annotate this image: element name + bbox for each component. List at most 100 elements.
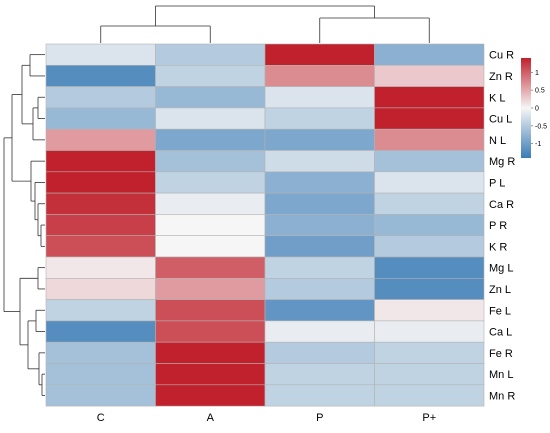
heatmap-cell <box>45 65 156 87</box>
heatmap-cell <box>45 299 156 322</box>
heatmap-cell <box>45 150 156 173</box>
row-label: P L <box>489 177 505 189</box>
heatmap-cell <box>155 86 266 109</box>
heatmap-cell <box>45 171 156 194</box>
heatmap-cell <box>374 171 485 194</box>
heatmap-cell <box>374 107 485 130</box>
row-label: Ca L <box>489 327 512 339</box>
heatmap-cell <box>45 384 156 407</box>
heatmap-cell <box>264 341 375 364</box>
heatmap-cell <box>264 171 375 194</box>
row-label: Fe L <box>489 305 511 317</box>
row-label: Cu L <box>489 114 512 126</box>
heatmap-cell <box>155 192 266 215</box>
row-label: Mn L <box>489 369 513 381</box>
row-dendrogram <box>3 54 45 396</box>
colorbar-tick-label: -1 <box>535 141 541 148</box>
heatmap-cell <box>264 86 375 109</box>
heatmap-cell <box>374 43 485 66</box>
heatmap-cell <box>155 299 266 322</box>
colorbar-tick-label: -0.5 <box>535 123 547 130</box>
colorbar-gradient <box>521 58 531 158</box>
heatmap-cell <box>45 341 156 364</box>
heatmap-cell <box>264 299 375 322</box>
heatmap-cell <box>45 43 156 66</box>
row-label: K L <box>489 92 506 104</box>
row-label: Zn R <box>489 71 513 83</box>
heatmap-cell <box>264 43 375 66</box>
column-label: C <box>97 412 105 424</box>
column-label: A <box>207 412 215 424</box>
row-label: Cu R <box>489 50 514 62</box>
heatmap-cell <box>264 363 375 386</box>
heatmap-cells <box>45 43 485 407</box>
heatmap-cell <box>155 43 266 66</box>
heatmap-cell <box>155 150 266 173</box>
heatmap-cell <box>374 277 485 300</box>
heatmap-cell <box>374 256 485 279</box>
heatmap-cell <box>374 128 485 151</box>
heatmap-cell <box>45 235 156 258</box>
heatmap-cell <box>264 277 375 300</box>
heatmap-cell <box>264 192 375 215</box>
heatmap-cell <box>155 341 266 364</box>
heatmap-cell <box>45 277 156 300</box>
row-label: K R <box>489 241 507 253</box>
heatmap-cell <box>264 65 375 87</box>
heatmap-cell <box>155 384 266 407</box>
heatmap-cell <box>264 384 375 407</box>
heatmap-cell <box>45 192 156 215</box>
heatmap-cell <box>155 171 266 194</box>
column-labels: C A P P+ <box>97 412 436 424</box>
row-label: Ca R <box>489 199 514 211</box>
heatmap-cell <box>155 128 266 151</box>
heatmap-cell <box>264 256 375 279</box>
heatmap-cell <box>155 214 266 236</box>
heatmap-cell <box>264 320 375 343</box>
heatmap-cell <box>264 214 375 236</box>
heatmap-cell <box>374 384 485 407</box>
heatmap-cell <box>374 150 485 173</box>
row-label: Mg R <box>489 156 515 168</box>
heatmap-cell <box>155 235 266 258</box>
heatmap-cell <box>45 107 156 130</box>
row-label: Fe R <box>489 348 513 360</box>
colorbar-tick-label: 0.5 <box>535 88 545 95</box>
row-label: N L <box>489 135 506 147</box>
heatmap-cell <box>264 235 375 258</box>
heatmap-cell <box>374 65 485 87</box>
heatmap-cell <box>374 235 485 258</box>
heatmap-cell <box>374 320 485 343</box>
colorbar-legend: 1 0.5 0 -0.5 -1 <box>521 58 547 158</box>
heatmap-cell <box>374 341 485 364</box>
column-label: P+ <box>422 412 436 424</box>
heatmap-cell <box>45 256 156 279</box>
heatmap-cell <box>264 107 375 130</box>
row-label: Mg L <box>489 263 513 275</box>
heatmap-cell <box>45 86 156 109</box>
row-label: Zn L <box>489 284 511 296</box>
row-label: P R <box>489 220 507 232</box>
heatmap-cell <box>264 150 375 173</box>
row-label: Mn R <box>489 390 515 402</box>
column-dendrogram <box>100 5 430 43</box>
heatmap-cell <box>45 128 156 151</box>
heatmap-cell <box>374 299 485 322</box>
heatmap-cell <box>155 277 266 300</box>
heatmap-cell <box>374 86 485 109</box>
heatmap-cell <box>155 107 266 130</box>
heatmap-cell <box>45 320 156 343</box>
column-label: P <box>316 412 323 424</box>
heatmap-cell <box>264 128 375 151</box>
row-labels: Cu R Zn R K L Cu L N L Mg R P L Ca R P R K R Mg L Z… <box>489 50 515 403</box>
heatmap-cell <box>155 256 266 279</box>
heatmap-cell <box>374 192 485 215</box>
colorbar-tick-label: 0 <box>535 106 539 113</box>
heatmap-cell <box>155 363 266 386</box>
heatmap-cell <box>374 214 485 236</box>
heatmap-cell <box>374 363 485 386</box>
heatmap-cell <box>155 65 266 87</box>
colorbar-tick-label: 1 <box>535 70 539 77</box>
heatmap-cell <box>155 320 266 343</box>
